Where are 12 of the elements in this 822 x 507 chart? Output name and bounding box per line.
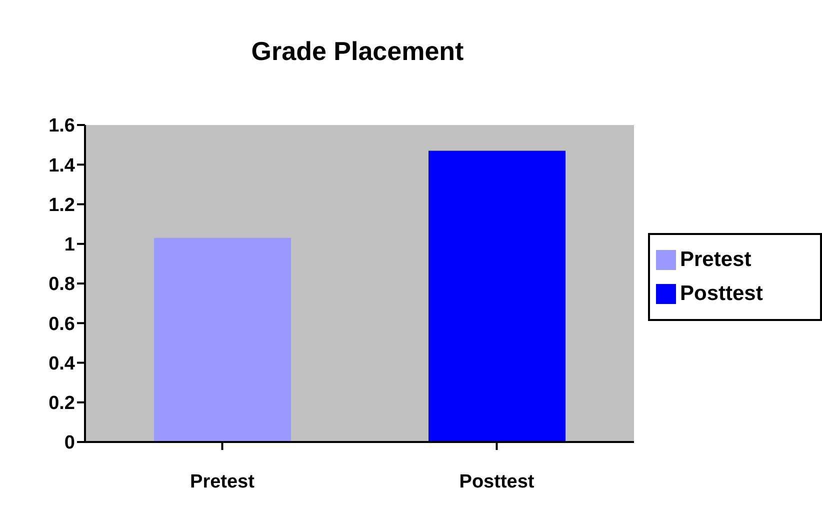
legend-label: Posttest xyxy=(680,282,763,305)
chart-title: Grade Placement xyxy=(250,36,465,67)
y-tick-label: 1.6 xyxy=(48,116,75,137)
legend-label: Pretest xyxy=(680,248,752,271)
y-tick-label: 0.2 xyxy=(48,393,75,414)
y-tick-label: 1 xyxy=(64,234,76,256)
y-tick-label: 0.6 xyxy=(48,314,75,335)
y-tick-label: 0 xyxy=(64,432,75,454)
y-tick-label: 0.4 xyxy=(48,353,76,374)
y-tick-label: 1.2 xyxy=(48,194,75,216)
y-tick-label: 1.4 xyxy=(48,155,76,176)
y-tick-label: 0.8 xyxy=(48,274,75,296)
